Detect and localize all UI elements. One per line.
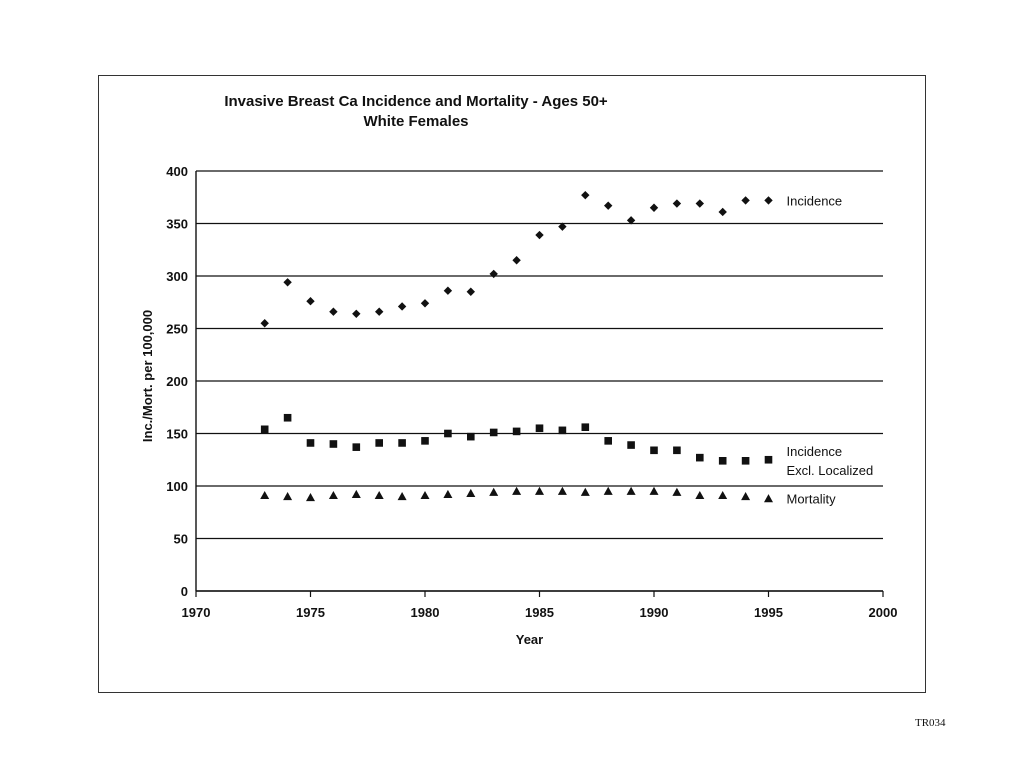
incidence-excl-localized-point: [741, 457, 750, 465]
y-tick-label: 100: [166, 479, 188, 494]
incidence-point: [626, 216, 636, 225]
incidence-point: [535, 230, 544, 240]
y-tick-label: 50: [174, 532, 188, 547]
x-tick-label: 1975: [296, 605, 325, 620]
incidence-excl-localized-point: [352, 443, 361, 451]
incidence-excl-localized-point: [512, 427, 521, 436]
mortality-point: [626, 486, 636, 495]
incidence-excl-localized-label: Excl. Localized: [787, 463, 874, 478]
chart-svg: Invasive Breast Ca Incidence and Mortali…: [140, 93, 898, 647]
incidence-point: [649, 203, 659, 212]
incidence-point: [718, 207, 727, 217]
incidence-point: [672, 199, 682, 208]
incidence-excl-localized-point: [306, 439, 315, 447]
incidence-excl-localized-point: [650, 446, 658, 455]
mortality-label: Mortality: [787, 492, 837, 507]
incidence-point: [489, 269, 498, 279]
mortality-point: [764, 494, 773, 503]
chart-title: Invasive Breast Ca Incidence and Mortali…: [224, 93, 608, 110]
mortality-point: [283, 492, 293, 501]
x-tick-label: 1990: [640, 605, 669, 620]
incidence-label: Incidence: [787, 193, 843, 208]
incidence-excl-localized-point: [718, 457, 727, 465]
mortality-point: [466, 488, 476, 497]
mortality-point: [260, 490, 270, 500]
mortality-point: [489, 487, 499, 496]
y-tick-label: 200: [166, 374, 188, 389]
incidence-excl-localized-label: Incidence: [787, 444, 843, 459]
x-tick-label: 2000: [869, 605, 898, 620]
incidence-point: [604, 201, 613, 210]
incidence-excl-localized-point: [764, 455, 773, 464]
incidence-point: [306, 297, 315, 306]
mortality-point: [443, 489, 453, 498]
incidence-excl-localized-point: [467, 432, 475, 441]
mortality-point: [718, 490, 728, 500]
y-tick-label: 400: [166, 164, 188, 179]
mortality-point: [420, 490, 430, 500]
incidence-point: [512, 256, 521, 265]
mortality-point: [672, 487, 682, 496]
incidence-point: [329, 307, 338, 316]
incidence-point: [375, 307, 384, 316]
incidence-point: [397, 302, 407, 311]
incidence-point: [420, 299, 430, 308]
mortality-point: [695, 490, 705, 500]
incidence-point: [260, 319, 269, 328]
incidence-point: [466, 287, 475, 296]
y-tick-label: 250: [166, 322, 188, 337]
incidence-point: [558, 222, 567, 231]
incidence-point: [581, 190, 590, 200]
incidence-point: [695, 199, 704, 208]
mortality-point: [397, 492, 407, 501]
incidence-excl-localized-point: [604, 437, 612, 445]
incidence-point: [283, 278, 292, 287]
incidence-excl-localized-point: [329, 440, 338, 448]
incidence-excl-localized-point: [375, 439, 383, 447]
incidence-excl-localized-point: [627, 441, 635, 449]
incidence-point: [352, 309, 361, 318]
x-tick-label: 1985: [525, 605, 554, 620]
chart-subtitle: White Females: [363, 113, 468, 130]
y-tick-label: 350: [166, 217, 188, 232]
x-tick-label: 1980: [411, 605, 440, 620]
mortality-point: [603, 486, 613, 495]
x-tick-label: 1970: [182, 605, 211, 620]
y-axis-label: Inc./Mort. per 100,000: [140, 310, 155, 442]
incidence-excl-localized-point: [535, 424, 544, 433]
mortality-point: [649, 486, 659, 495]
mortality-point: [580, 487, 590, 496]
y-tick-label: 150: [166, 427, 188, 442]
mortality-point: [741, 492, 751, 501]
mortality-point: [512, 486, 522, 495]
document-code: TR034: [915, 717, 946, 729]
incidence-point: [741, 196, 750, 205]
incidence-excl-localized-point: [558, 426, 567, 435]
incidence-excl-localized-point: [581, 423, 590, 431]
incidence-point: [764, 196, 773, 205]
x-axis-label: Year: [516, 632, 543, 647]
mortality-point: [306, 493, 315, 502]
incidence-excl-localized-point: [260, 425, 269, 434]
incidence-excl-localized-point: [489, 428, 498, 437]
mortality-point: [557, 486, 567, 495]
incidence-point: [443, 286, 453, 295]
incidence-excl-localized-point: [283, 413, 292, 422]
y-tick-label: 0: [181, 584, 188, 599]
mortality-point: [328, 490, 338, 500]
x-tick-label: 1995: [754, 605, 783, 620]
chart-frame: Invasive Breast Ca Incidence and Mortali…: [98, 75, 926, 693]
mortality-point: [351, 489, 361, 498]
incidence-excl-localized-point: [421, 437, 429, 445]
mortality-point: [535, 486, 544, 495]
incidence-excl-localized-point: [696, 453, 704, 462]
incidence-excl-localized-point: [444, 429, 452, 438]
y-tick-label: 300: [166, 269, 188, 284]
incidence-excl-localized-point: [398, 439, 406, 447]
incidence-excl-localized-point: [673, 446, 681, 455]
mortality-point: [374, 490, 384, 500]
